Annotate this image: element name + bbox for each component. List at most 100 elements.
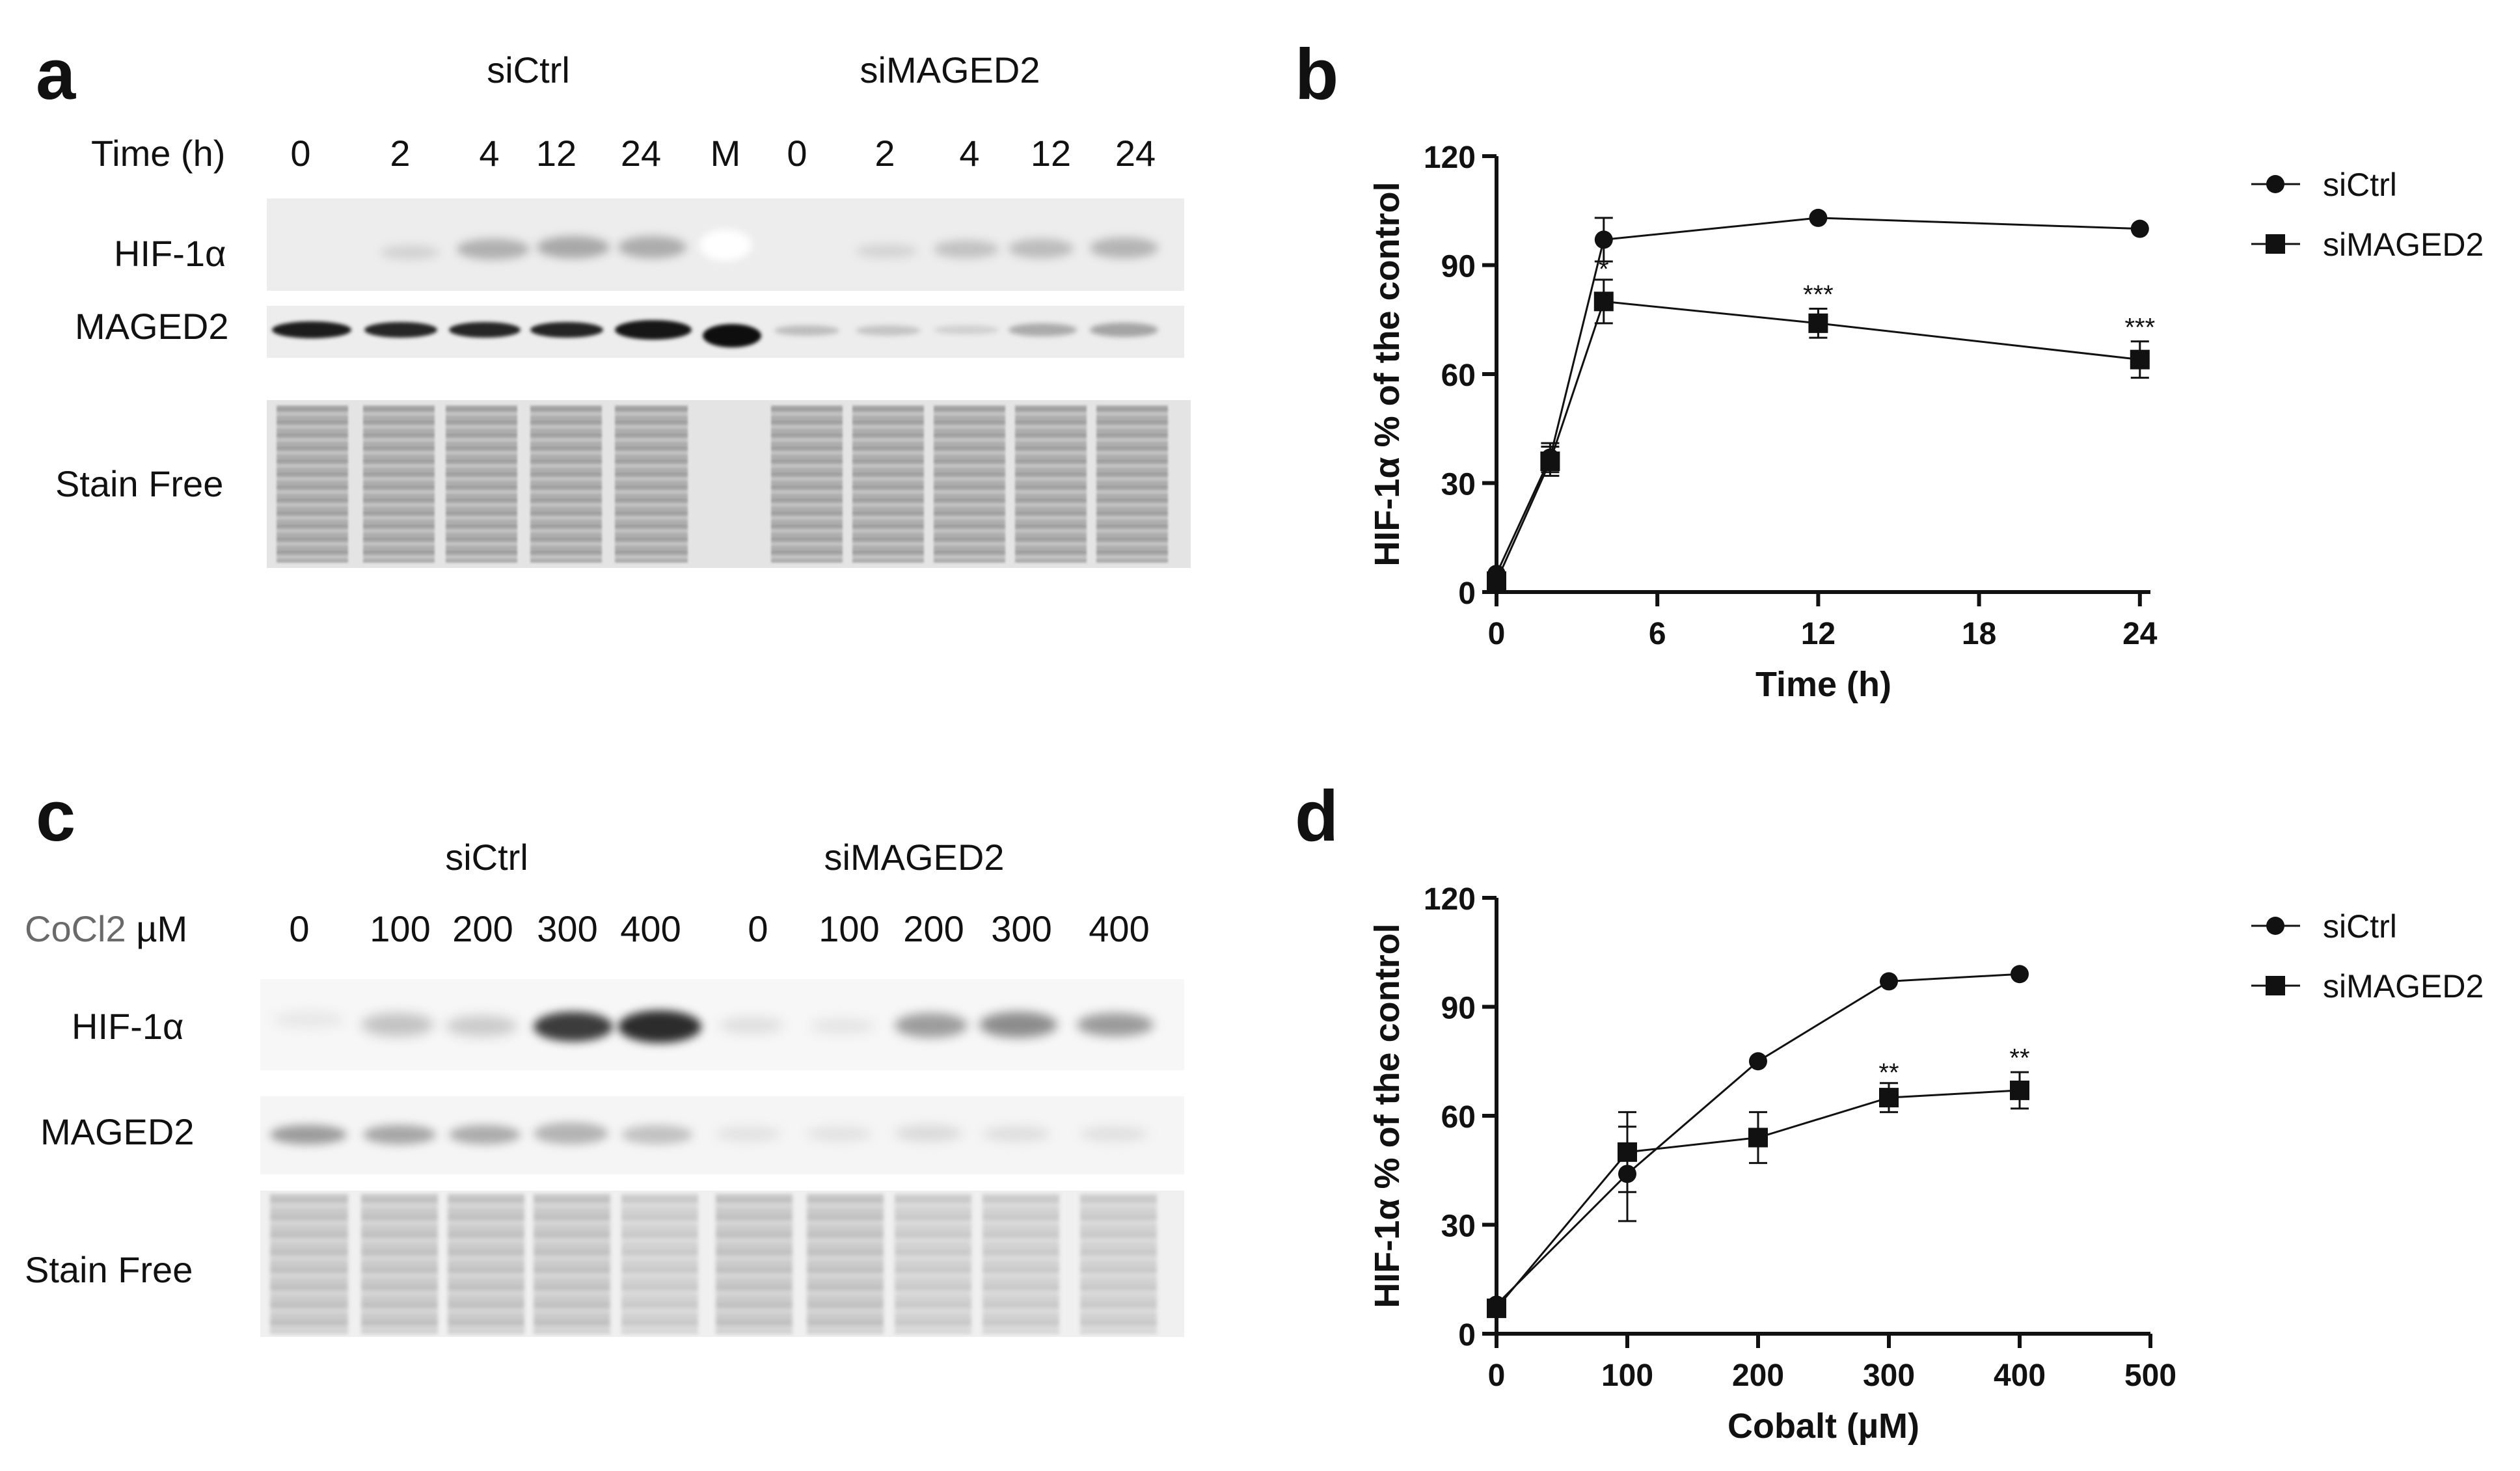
blot-band [537, 236, 610, 258]
blot-band [381, 245, 439, 260]
panel-c-conc-label: CoCl2 µM [25, 911, 187, 947]
data-point-siCtrl [2130, 219, 2149, 238]
significance-marker: ** [1878, 1059, 1899, 1087]
data-point-siMAGED2 [2010, 1080, 2029, 1100]
blot-band [618, 1010, 701, 1043]
blot-band [530, 322, 603, 338]
blot-band [774, 325, 839, 336]
panel-a-lane-label: 0 [787, 133, 807, 174]
blot-band [934, 325, 999, 334]
blot-band [703, 324, 761, 347]
y-tick-label: 90 [1441, 250, 1476, 284]
data-point-siMAGED2 [1879, 1088, 1899, 1108]
legend-label: siMAGED2 [2323, 968, 2484, 1005]
data-point-siCtrl [1594, 230, 1613, 249]
panel-a-time-label: Time (h) [91, 133, 226, 174]
blot-band [534, 1012, 613, 1042]
chart-b: 0 30 60 90 120 0 6 12 18 24 Time (h) HIF-1α % of th… [1368, 141, 2484, 704]
blot-band [621, 1125, 693, 1144]
blot-band [1009, 239, 1074, 258]
blot-band [895, 1013, 968, 1038]
blot-band [856, 244, 917, 258]
x-axis-label: Cobalt (µM) [1727, 1407, 1919, 1446]
data-point-siCtrl [2011, 965, 2029, 984]
y-axis-label: HIF-1α % of the control [1368, 182, 1407, 566]
significance-marker: ** [2009, 1044, 2029, 1073]
stain-lane [448, 1194, 524, 1334]
data-point-siCtrl [1809, 208, 1828, 227]
blot-band [856, 325, 921, 336]
panel-a-hif1a-blot [267, 198, 1184, 291]
stain-lane [530, 405, 602, 563]
panel-a-lane-label: 0 [290, 133, 311, 174]
stain-lane [1080, 1194, 1157, 1334]
x-tick-label: 200 [1732, 1358, 1784, 1393]
x-tick-label: 24 [2122, 617, 2158, 651]
blot-band [449, 322, 521, 338]
panel-c-hif1a-blot [260, 979, 1184, 1070]
panel-a-lane-label: M [710, 133, 741, 174]
panel-c-lane-label: 200 [903, 908, 964, 949]
stain-lane [807, 1194, 884, 1334]
panel-a-row-stain-free: Stain Free [55, 463, 224, 504]
blot-band [934, 240, 999, 258]
blot-marker-lane [699, 230, 752, 261]
panel-a-lane-label: 24 [1115, 133, 1156, 174]
unit-label: µM [136, 908, 188, 949]
data-point-siMAGED2 [1618, 1142, 1637, 1162]
panel-c-lane-label: 0 [748, 908, 768, 949]
panel-a-row-maged2: MAGED2 [75, 306, 229, 347]
x-tick-label: 6 [1649, 617, 1666, 651]
significance-marker: *** [1803, 280, 1834, 309]
panel-a-letter: a [36, 34, 76, 115]
significance-marker: * [1599, 255, 1609, 284]
blot-band [273, 1012, 345, 1027]
panel-a-lane-label: 2 [390, 133, 411, 174]
legend-label: siCtrl [2323, 167, 2397, 203]
data-point-siMAGED2 [1808, 313, 1828, 333]
stain-lane [621, 1194, 698, 1334]
data-point-siMAGED2 [1593, 291, 1614, 312]
panel-c-maged2-blot [260, 1096, 1184, 1174]
blot-band [615, 320, 692, 340]
stain-lane [934, 405, 1005, 563]
panel-a-lane-label: 4 [479, 133, 500, 174]
y-tick-label: 120 [1424, 882, 1476, 917]
stain-lane [895, 1194, 971, 1334]
panel-c-lane-label: 400 [1089, 908, 1150, 949]
stain-lane [1096, 405, 1168, 563]
stain-lane [270, 1194, 348, 1334]
blot-band [446, 1016, 517, 1036]
legend-marker [2266, 917, 2284, 935]
data-point-siMAGED2 [1748, 1127, 1768, 1148]
data-point-siMAGED2 [2130, 349, 2150, 370]
panel-c-lane-label: 400 [620, 908, 681, 949]
series-line-siCtrl [1495, 217, 2140, 574]
stain-lane [1015, 405, 1087, 563]
panel-c-lane-label: 300 [537, 908, 598, 949]
x-tick-label: 100 [1601, 1358, 1653, 1393]
stain-lane [361, 1194, 438, 1334]
panel-c-lane-label: 100 [370, 908, 431, 949]
y-tick-label: 0 [1458, 1318, 1476, 1353]
y-tick-label: 60 [1441, 1100, 1476, 1135]
blot-band [1077, 1013, 1154, 1036]
blot-band [457, 239, 530, 260]
legend-marker [2266, 234, 2285, 254]
cocl2-label: CoCl2 [25, 908, 126, 949]
blot-band [534, 1122, 608, 1144]
data-point-siCtrl [1880, 972, 1898, 991]
panel-d-letter: d [1295, 776, 1339, 856]
panel-c-lane-label: 100 [819, 908, 880, 949]
blot-band [810, 1018, 875, 1034]
x-tick-label: 500 [2124, 1358, 2176, 1393]
data-point-siCtrl [1749, 1052, 1767, 1071]
x-tick-label: 300 [1863, 1358, 1915, 1393]
y-tick-label: 90 [1441, 992, 1476, 1026]
y-tick-label: 120 [1424, 141, 1476, 175]
x-axis-label: Time (h) [1755, 665, 1891, 704]
panel-a-maged2-blot [267, 306, 1184, 358]
blot-band [982, 1126, 1050, 1142]
panel-a-group-simaged2: siMAGED2 [860, 49, 1040, 90]
data-point-siMAGED2 [1487, 1298, 1506, 1318]
